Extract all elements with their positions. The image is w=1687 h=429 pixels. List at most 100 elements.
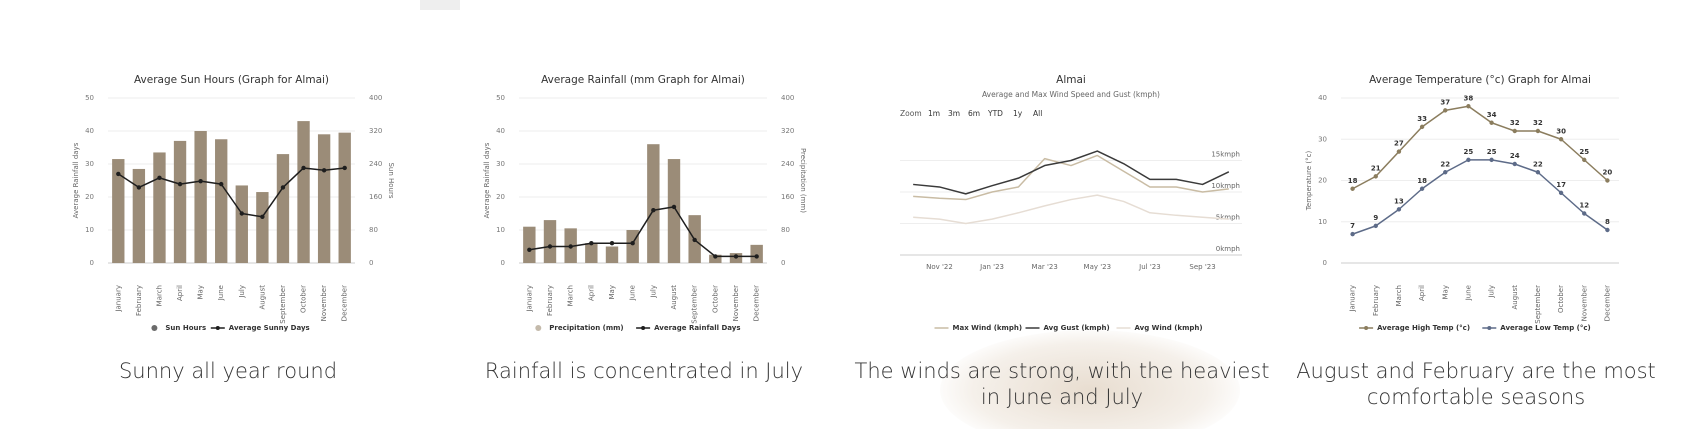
y-tick-label: 0 <box>90 259 94 267</box>
x-tick-label: Nov '22 <box>926 263 953 271</box>
x-tick-label: December <box>341 285 349 321</box>
data-label: 27 <box>1394 140 1404 148</box>
y-tick-label: 10kmph <box>1211 182 1240 190</box>
legend-label[interactable]: Avg Wind (kmph) <box>1135 324 1203 332</box>
zoom-button[interactable]: 6m <box>968 109 980 118</box>
y-tick-label: 40 <box>1318 94 1327 102</box>
bar <box>173 140 187 263</box>
x-tick-label: May '23 <box>1084 263 1112 271</box>
y-tick-label: 50 <box>496 94 505 102</box>
x-tick-label: December <box>1603 285 1611 321</box>
x-tick-label: June <box>217 285 225 301</box>
zoom-label: Zoom <box>900 109 922 118</box>
y-tick-label: 30 <box>496 160 505 168</box>
x-tick-label: October <box>1557 285 1565 313</box>
x-tick-label: May <box>197 285 205 299</box>
data-label: 18 <box>1348 177 1358 185</box>
caption: Rainfall is concentrated in July <box>484 359 804 383</box>
point <box>733 254 739 259</box>
bar <box>750 244 763 263</box>
point <box>1350 186 1355 191</box>
chart-subtitle: Average and Max Wind Speed and Gust (kmp… <box>982 90 1160 99</box>
x-tick-label: February <box>1372 285 1380 316</box>
point <box>568 244 573 249</box>
point <box>1443 108 1448 113</box>
legend-label[interactable]: Precipitation (mm) <box>549 324 623 332</box>
x-tick-label: July <box>649 285 657 299</box>
x-tick-label: January <box>525 285 533 313</box>
point <box>692 237 697 243</box>
point <box>301 165 306 171</box>
data-label: 8 <box>1605 218 1610 226</box>
bar <box>667 159 681 263</box>
legend-label[interactable]: Average Sunny Days <box>229 324 310 332</box>
zoom-button[interactable]: All <box>1033 109 1042 118</box>
series-line <box>529 206 757 258</box>
zoom-button[interactable]: 1m <box>928 109 940 118</box>
point <box>1466 157 1471 163</box>
x-tick-label: March <box>567 285 575 306</box>
point <box>1535 170 1541 175</box>
zoom-button[interactable]: YTD <box>987 109 1003 118</box>
chart: Almai Average and Max Wind Speed and Gust… <box>900 74 1242 332</box>
x-tick-label: February <box>135 285 143 316</box>
point <box>1419 186 1425 191</box>
legend-label[interactable]: Sun Hours <box>165 324 206 332</box>
legend-swatch <box>1364 326 1369 330</box>
bar <box>297 121 310 263</box>
legend-label[interactable]: Average High Temp (°c) <box>1377 324 1470 332</box>
series-line <box>913 194 1229 225</box>
x-tick-label: Mar '23 <box>1032 263 1058 271</box>
data-label: 25 <box>1487 148 1497 156</box>
bar <box>132 168 146 263</box>
y-axis-title: Average Rainfall days <box>483 142 491 218</box>
legend-label[interactable]: Average Rainfall Days <box>654 324 740 332</box>
zoom-button[interactable]: 1y <box>1013 109 1023 118</box>
point <box>1582 211 1587 216</box>
point <box>1489 157 1494 163</box>
bar <box>194 131 207 263</box>
data-label: 20 <box>1603 169 1613 177</box>
y2-tick-label: 0 <box>781 259 785 267</box>
bar <box>647 144 660 263</box>
y2-axis-title: Precipitation (mm) <box>799 148 807 213</box>
data-label: 22 <box>1533 160 1543 168</box>
point <box>1489 120 1494 125</box>
bar <box>276 154 290 263</box>
data-label: 21 <box>1371 164 1381 172</box>
data-label: 22 <box>1440 160 1450 168</box>
point <box>1350 231 1355 237</box>
chart: Average Temperature (°c) Graph for Almai… <box>1305 74 1619 332</box>
y2-tick-label: 160 <box>781 193 794 201</box>
data-label: 37 <box>1440 98 1450 106</box>
bar <box>709 254 722 263</box>
x-tick-label: August <box>1511 285 1519 310</box>
point <box>321 168 327 173</box>
chart-title: Average Temperature (°c) Graph for Almai <box>1369 74 1591 86</box>
data-label: 33 <box>1417 115 1427 123</box>
x-tick-label: Jan '23 <box>979 263 1004 271</box>
x-tick-label: May <box>1441 285 1449 299</box>
point <box>1512 128 1517 134</box>
point <box>280 185 286 190</box>
caption: Sunny all year round <box>118 359 338 383</box>
series-line <box>117 167 345 218</box>
zoom-button[interactable]: 3m <box>948 109 960 118</box>
point <box>260 214 265 219</box>
data-label: 18 <box>1417 177 1427 185</box>
legend-label[interactable]: Average Low Temp (°c) <box>1500 324 1590 332</box>
point <box>239 211 244 216</box>
x-tick-label: October <box>711 285 719 313</box>
x-tick-label: Jul '23 <box>1138 263 1161 271</box>
y-tick-label: 40 <box>496 127 505 135</box>
legend-swatch <box>535 325 542 331</box>
point <box>754 254 759 259</box>
x-tick-label: September <box>279 285 287 324</box>
bar <box>605 246 619 263</box>
legend-label[interactable]: Max Wind (kmph) <box>953 324 1023 332</box>
data-label: 38 <box>1464 94 1474 102</box>
point <box>136 185 142 190</box>
legend-swatch <box>215 326 220 330</box>
legend-label[interactable]: Avg Gust (kmph) <box>1044 324 1110 332</box>
y-tick-label: 30 <box>1318 135 1327 143</box>
